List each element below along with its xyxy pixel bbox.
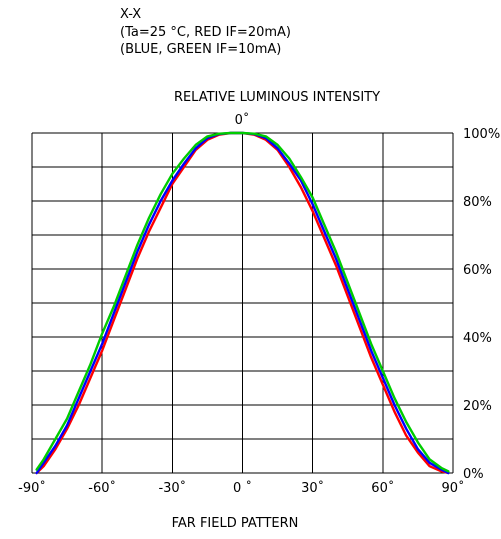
y-tick-label-0: 0% [463,467,484,482]
chart-grid [31,132,454,474]
x-tick-label-6: 90˚ [441,480,464,496]
y-tick-label-1: 20% [463,399,492,414]
y-tick-label-4: 80% [463,195,492,210]
series-layer [35,131,450,475]
y-tick-label-5: 100% [463,127,500,142]
top-angle-label: 0˚ [235,112,250,128]
header-line-2: (Ta=25 °C, RED IF=20mA) [120,25,291,40]
chart-title: RELATIVE LUMINOUS INTENSITY [174,90,380,105]
header-line-1: X-X [120,7,141,22]
header-line-3: (BLUE, GREEN IF=10mA) [120,42,281,57]
series-line-2 [35,131,450,473]
x-tick-label-5: 60˚ [371,480,394,496]
x-tick-label-4: 30˚ [301,480,324,496]
x-tick-label-1: -60˚ [88,480,116,496]
x-tick-label-0: -90˚ [18,480,46,496]
x-axis-labels: -90˚ -60˚ -30˚ 0 ˚ 30˚ 60˚ 90˚ [18,480,464,496]
x-tick-label-3: 0 ˚ [233,480,252,496]
y-tick-label-2: 40% [463,331,492,346]
y-axis-labels: 0% 20% 40% 60% 80% 100% [463,127,500,482]
x-axis-title: FAR FIELD PATTERN [172,516,299,531]
y-tick-label-3: 60% [463,263,492,278]
x-tick-label-2: -30˚ [158,480,186,496]
